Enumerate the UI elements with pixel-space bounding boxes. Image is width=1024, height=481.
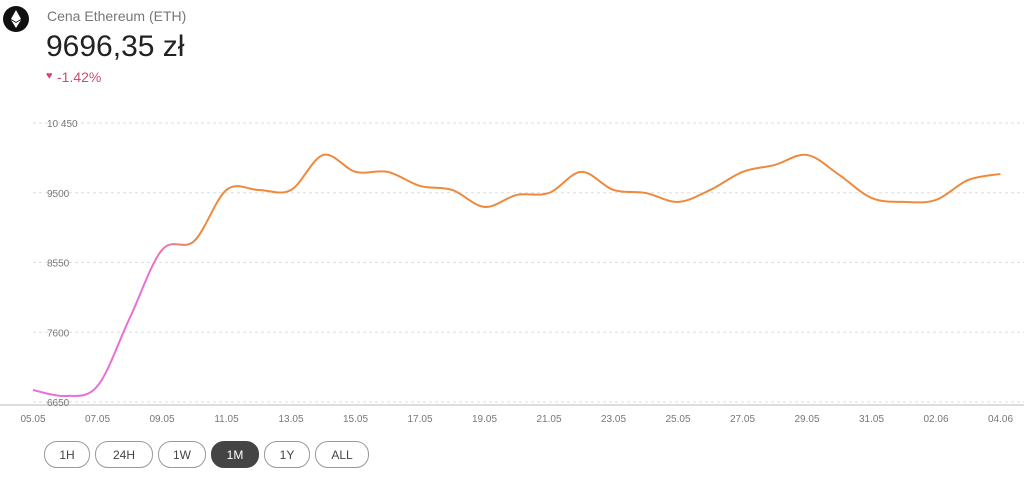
- price-line: [32, 153, 1001, 397]
- timeframe-button[interactable]: 1M: [211, 441, 259, 468]
- y-tick-label: 8550: [47, 259, 70, 270]
- x-tick-label: 13.05: [278, 414, 303, 425]
- timeframe-button[interactable]: 1W: [158, 441, 206, 468]
- title: Cena Ethereum (ETH): [47, 8, 187, 24]
- timeframe-button[interactable]: 24H: [95, 441, 153, 468]
- x-tick-label: 25.05: [665, 414, 690, 425]
- x-tick-label: 02.06: [923, 414, 948, 425]
- timeframe-button[interactable]: ALL: [315, 441, 369, 468]
- x-tick-label: 29.05: [794, 414, 819, 425]
- y-tick-label: 9500: [47, 189, 70, 200]
- x-tick-label: 09.05: [149, 414, 174, 425]
- x-tick-label: 31.05: [859, 414, 884, 425]
- x-tick-label: 21.05: [536, 414, 561, 425]
- x-tick-label: 15.05: [343, 414, 368, 425]
- x-tick-label: 19.05: [472, 414, 497, 425]
- x-tick-label: 23.05: [601, 414, 626, 425]
- x-tick-label: 04.06: [988, 414, 1013, 425]
- timeframe-buttons: 1H 24H 1W 1M 1Y ALL: [44, 441, 369, 468]
- y-tick-label: 7600: [47, 328, 70, 339]
- eth-logo: [3, 6, 29, 32]
- y-tick-label: 10 450: [47, 119, 78, 130]
- x-tick-label: 27.05: [730, 414, 755, 425]
- x-tick-label: 07.05: [85, 414, 110, 425]
- change: -1.42%: [57, 69, 102, 85]
- y-tick-label: 6650: [47, 398, 70, 409]
- timeframe-button[interactable]: 1Y: [264, 441, 310, 468]
- change-icon: ♥: [46, 70, 53, 82]
- price: 9696,35 zł: [46, 30, 185, 63]
- chart: 6650 7600 8550 9500 10 450 05.05 07.05 09.05 11.…: [0, 119, 1024, 425]
- x-tick-label: 05.05: [20, 414, 45, 425]
- x-tick-label: 17.05: [407, 414, 432, 425]
- x-tick-label: 11.05: [214, 414, 239, 425]
- timeframe-button[interactable]: 1H: [44, 441, 90, 468]
